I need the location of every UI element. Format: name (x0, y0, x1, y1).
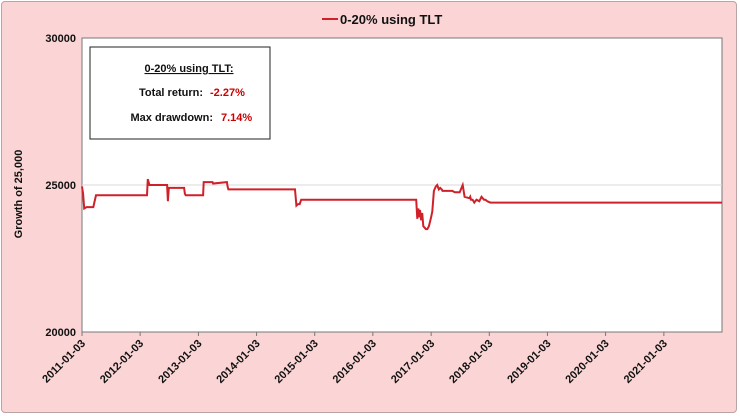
x-tick-label: 2011-01-03 (40, 338, 88, 386)
stats-box-border (89, 46, 271, 140)
stats-box-title: 0-20% using TLT: (144, 63, 233, 75)
x-tick-label: 2012-01-03 (98, 338, 146, 386)
total-return-value: -2.27% (210, 87, 245, 99)
x-tick-label: 2021-01-03 (622, 338, 670, 386)
y-tick-label: 20000 (45, 327, 76, 339)
y-axis-ticks: 20000 25000 30000 (45, 33, 76, 339)
max-drawdown-value: 7.14% (221, 112, 252, 124)
series-group (81, 178, 722, 231)
y-axis-title: Growth of 25,000 (13, 150, 25, 239)
y-tick-label: 30000 (45, 33, 76, 45)
x-tick-label: 2019-01-03 (505, 338, 553, 386)
x-tick-label: 2014-01-03 (214, 338, 262, 386)
legend: 0-20% using TLT (322, 12, 442, 27)
x-axis-ticks: 2011-01-03 2012-01-03 2013-01-03 2014-01-03… (40, 332, 670, 386)
x-tick-label: 2020-01-03 (563, 338, 611, 386)
legend-label: 0-20% using TLT (340, 12, 442, 27)
x-tick-label: 2018-01-03 (447, 338, 495, 386)
x-tick-label: 2017-01-03 (389, 338, 437, 386)
y-tick-label: 25000 (45, 180, 76, 192)
total-return-label: Total return: (139, 87, 203, 99)
x-tick-label: 2013-01-03 (156, 338, 204, 386)
stats-box: 0-20% using TLT: Total return: -2.27% Ma… (89, 46, 271, 140)
x-tick-label: 2016-01-03 (331, 338, 379, 386)
max-drawdown-label: Max drawdown: (130, 112, 213, 124)
x-tick-label: 2015-01-03 (273, 338, 321, 386)
series-line (81, 178, 722, 231)
